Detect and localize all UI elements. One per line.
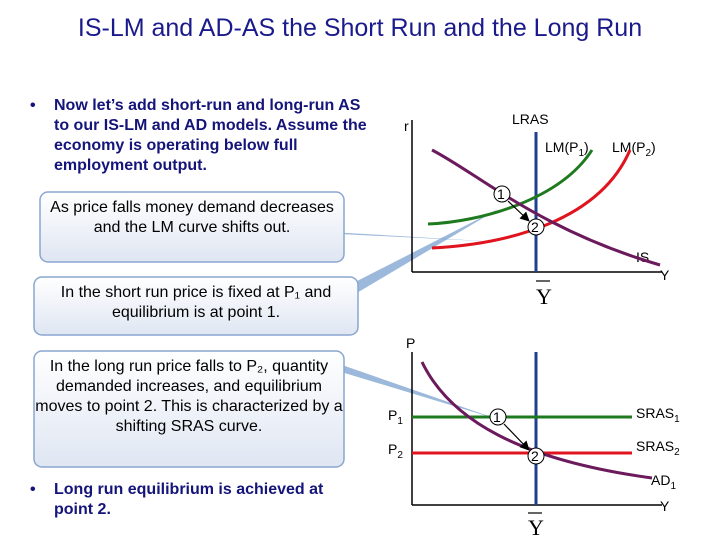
callout-lm-shift: As price falls money demand decreases an… bbox=[50, 199, 334, 236]
bullet-item: • Now let’s add short-run and long-run A… bbox=[30, 96, 374, 176]
islm-movement-arrow bbox=[507, 200, 530, 222]
ad-curve bbox=[420, 361, 653, 480]
islm-point-2-marker bbox=[527, 218, 545, 236]
islm-point-1-label: 1 bbox=[497, 186, 505, 202]
bullet-dot-icon: • bbox=[30, 481, 36, 498]
ad-label: AD1 bbox=[651, 472, 676, 492]
adas-point-2-label: 2 bbox=[531, 448, 539, 464]
islm-point-2-label: 2 bbox=[531, 219, 539, 235]
adas-point-2-marker bbox=[527, 447, 545, 465]
lm2-label: LM(P2) bbox=[612, 139, 656, 159]
adas-movement-arrow bbox=[503, 423, 530, 451]
sras1-label: SRAS1 bbox=[636, 405, 680, 425]
lras-label: LRAS bbox=[512, 111, 549, 127]
bullet-text: Long run equilibrium is achieved at poin… bbox=[54, 481, 324, 518]
islm-ybar-label: Y bbox=[536, 284, 552, 309]
callout-pointer bbox=[320, 208, 500, 300]
adas-y-axis-label: P bbox=[406, 335, 415, 351]
callout-pointer bbox=[318, 365, 500, 420]
is-curve bbox=[431, 148, 661, 267]
page-title: IS-LM and AD-AS the Short Run and the Lo… bbox=[77, 14, 643, 42]
islm-y-axis-label: r bbox=[404, 118, 409, 134]
adas-x-axis-label: Y bbox=[660, 498, 670, 514]
callout-pointer bbox=[300, 232, 500, 242]
bullet-item: • Long run equilibrium is achieved at po… bbox=[30, 480, 354, 520]
p1-label: P1 bbox=[388, 407, 403, 427]
callout-box bbox=[33, 276, 359, 336]
adas-ybar-label: Y bbox=[528, 515, 544, 540]
lm1-curve bbox=[427, 149, 594, 226]
lm2-curve bbox=[431, 149, 632, 250]
adas-point-1-marker bbox=[489, 408, 507, 426]
callout-long-run: In the long run price falls to P₂, quant… bbox=[35, 358, 343, 435]
callout-short-run: In the short run price is fixed at P₁ an… bbox=[60, 284, 332, 321]
sras2-label: SRAS2 bbox=[636, 438, 680, 458]
bullet-dot-icon: • bbox=[30, 97, 36, 114]
bullet-text: Now let’s add short-run and long-run AS … bbox=[54, 97, 367, 174]
p2-label: P2 bbox=[388, 441, 403, 461]
adas-point-1-label: 1 bbox=[493, 409, 501, 425]
callout-box bbox=[39, 191, 345, 263]
islm-point-1-marker bbox=[493, 185, 511, 203]
callout-box bbox=[33, 350, 345, 468]
islm-x-axis-label: Y bbox=[660, 267, 670, 283]
lm1-label: LM(P1) bbox=[545, 139, 589, 159]
